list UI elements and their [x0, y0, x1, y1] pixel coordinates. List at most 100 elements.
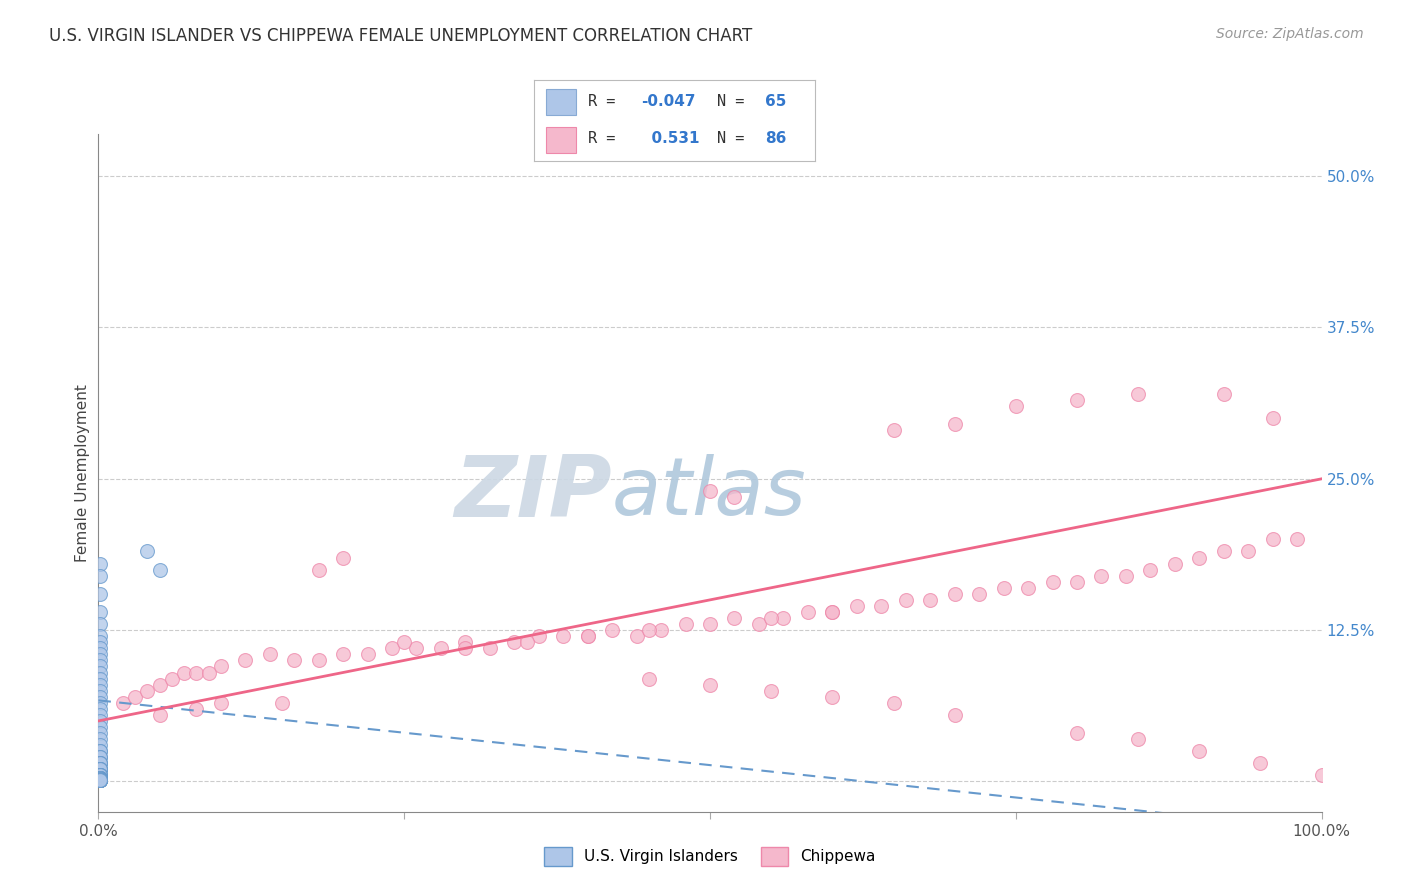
Point [89, 768, 111, 782]
Point [503, 635, 526, 649]
Point [89, 726, 111, 740]
Point [89, 773, 111, 788]
Point [89, 750, 111, 764]
Point [381, 641, 404, 656]
Point [943, 587, 966, 601]
Text: 65: 65 [765, 95, 786, 110]
Text: Source: ZipAtlas.com: Source: ZipAtlas.com [1216, 27, 1364, 41]
Point [1139, 563, 1161, 577]
Point [89, 772, 111, 786]
Point [883, 696, 905, 710]
Point [1004, 399, 1026, 413]
Point [89, 773, 111, 788]
Text: R =: R = [588, 131, 624, 146]
Point [209, 696, 232, 710]
Point [1237, 544, 1260, 558]
Point [89, 648, 111, 662]
Point [89, 773, 111, 788]
Point [89, 773, 111, 788]
Point [89, 605, 111, 619]
Text: -0.047: -0.047 [641, 95, 696, 110]
Point [883, 424, 905, 438]
Point [1249, 756, 1271, 771]
Point [993, 581, 1015, 595]
Point [89, 696, 111, 710]
Point [89, 773, 111, 788]
Point [600, 623, 623, 637]
Point [1310, 768, 1333, 782]
Point [111, 696, 134, 710]
Point [943, 707, 966, 722]
Text: N =: N = [717, 131, 754, 146]
Point [89, 762, 111, 776]
Point [89, 771, 111, 785]
Point [89, 617, 111, 632]
Point [89, 557, 111, 571]
Point [1212, 387, 1234, 401]
Point [89, 629, 111, 643]
Point [1188, 744, 1211, 758]
Point [89, 773, 111, 788]
Point [89, 683, 111, 698]
Text: N =: N = [717, 95, 754, 110]
Point [332, 648, 354, 662]
Point [149, 678, 172, 692]
Point [308, 653, 330, 667]
Point [761, 611, 783, 625]
Point [89, 768, 111, 782]
Point [772, 611, 794, 625]
Point [259, 648, 281, 662]
Point [89, 744, 111, 758]
Point [761, 683, 783, 698]
Point [553, 629, 575, 643]
Point [1261, 533, 1284, 547]
Text: R =: R = [588, 95, 624, 110]
Point [1066, 393, 1088, 408]
Point [136, 544, 159, 558]
Text: ZIP: ZIP [454, 451, 612, 534]
Text: atlas: atlas [612, 454, 807, 533]
Point [1128, 387, 1150, 401]
Point [89, 665, 111, 680]
Point [186, 665, 208, 680]
Point [576, 629, 599, 643]
Point [699, 617, 721, 632]
Point [89, 568, 111, 582]
Point [89, 768, 111, 782]
Point [186, 702, 208, 716]
Point [1090, 568, 1112, 582]
Point [89, 762, 111, 776]
Point [1066, 726, 1088, 740]
Point [89, 750, 111, 764]
Point [650, 623, 672, 637]
Point [197, 665, 219, 680]
Point [89, 773, 111, 788]
Point [430, 641, 453, 656]
Point [209, 659, 232, 673]
Point [638, 672, 661, 686]
Point [675, 617, 697, 632]
Point [89, 690, 111, 704]
Point [89, 641, 111, 656]
Point [943, 417, 966, 432]
Point [821, 605, 844, 619]
Point [515, 635, 537, 649]
Point [89, 732, 111, 747]
Point [392, 635, 416, 649]
Point [89, 762, 111, 776]
Point [845, 599, 868, 613]
Point [89, 659, 111, 673]
Point [89, 773, 111, 788]
Point [89, 720, 111, 734]
Point [89, 756, 111, 771]
Point [89, 678, 111, 692]
Point [1188, 550, 1211, 565]
Point [870, 599, 893, 613]
Point [173, 665, 195, 680]
Text: U.S. VIRGIN ISLANDER VS CHIPPEWA FEMALE UNEMPLOYMENT CORRELATION CHART: U.S. VIRGIN ISLANDER VS CHIPPEWA FEMALE … [49, 27, 752, 45]
Point [1128, 732, 1150, 747]
Point [89, 771, 111, 785]
Point [89, 772, 111, 786]
Point [478, 641, 501, 656]
Point [967, 587, 990, 601]
